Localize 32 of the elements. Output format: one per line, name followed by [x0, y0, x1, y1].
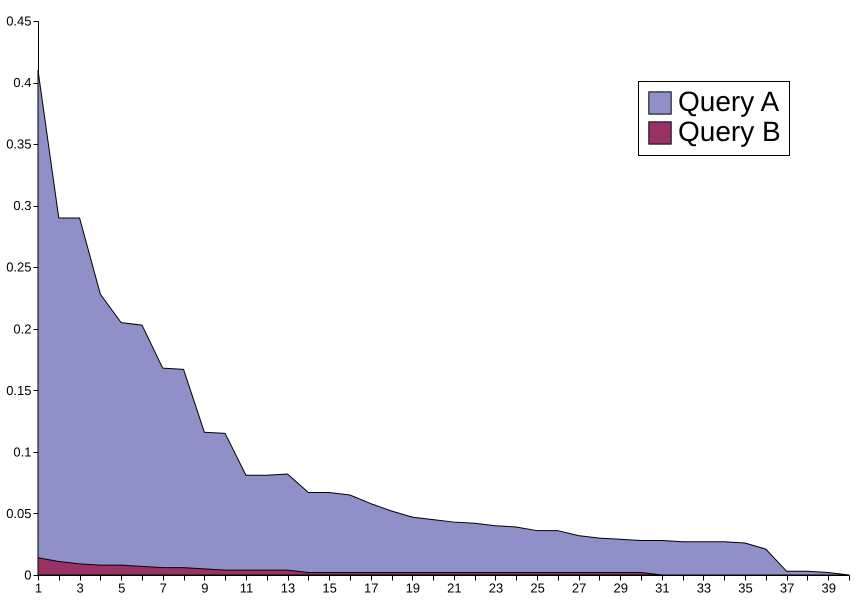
x-tick-label: 1	[34, 580, 42, 596]
y-tick-label: 0.25	[6, 260, 32, 275]
x-tick-label: 19	[406, 580, 420, 596]
x-tick-label: 29	[614, 580, 628, 596]
legend-label: Query A	[678, 86, 780, 117]
y-tick-label: 0.2	[13, 321, 32, 336]
x-tick-label: 21	[447, 580, 462, 596]
x-tick-label: 7	[160, 580, 167, 596]
y-tick-label: 0.35	[6, 136, 32, 152]
x-tick-label: 11	[240, 580, 254, 596]
x-tick-label: 3	[76, 580, 84, 596]
y-tick-label: 0.3	[13, 198, 32, 214]
y-tick-label: 0	[24, 568, 32, 582]
x-tick-label: 13	[280, 580, 296, 596]
x-tick-label: 23	[488, 580, 504, 596]
y-tick-label: 0.4	[13, 75, 32, 90]
x-tick-label: 37	[780, 580, 794, 596]
y-tick-label: 0.15	[6, 382, 32, 398]
x-tick-label: 35	[738, 580, 753, 596]
y-tick-label: 0.05	[6, 506, 32, 521]
x-tick-label: 17	[364, 580, 378, 596]
x-tick-label: 33	[696, 580, 712, 596]
x-tick-label: 25	[530, 580, 545, 596]
x-tick-label: 31	[655, 580, 670, 596]
y-tick-label: 0.45	[6, 14, 32, 28]
x-tick-label: 39	[821, 580, 836, 596]
x-tick-label: 27	[572, 580, 586, 596]
x-tick-label: 15	[322, 580, 337, 596]
x-tick-label: 5	[118, 580, 126, 596]
x-tick-label: 9	[201, 580, 208, 596]
legend-label: Query B	[678, 116, 781, 147]
y-tick-label: 0.1	[13, 444, 32, 460]
